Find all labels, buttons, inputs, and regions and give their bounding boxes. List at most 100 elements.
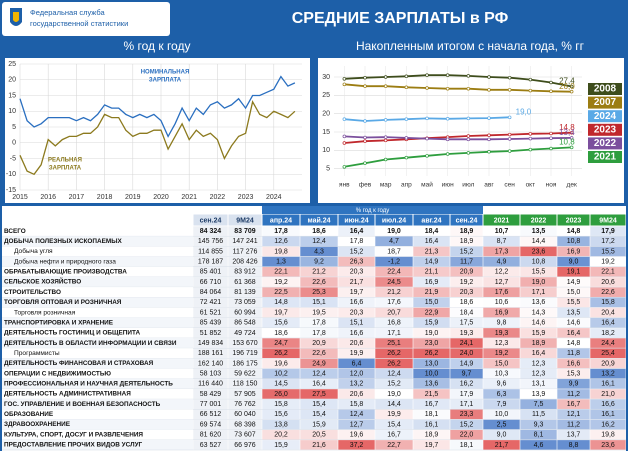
cell xyxy=(228,267,262,277)
cell-value: 162 140 xyxy=(198,360,223,367)
cell-value: 15,1 xyxy=(350,320,364,327)
row-band xyxy=(2,246,193,257)
cell xyxy=(590,307,626,318)
cell xyxy=(338,338,375,348)
cell xyxy=(413,338,450,348)
cell xyxy=(413,307,450,318)
cell xyxy=(338,317,375,328)
x-tick-label: 2024 xyxy=(266,194,282,201)
cell xyxy=(520,338,557,348)
cell xyxy=(483,277,520,287)
row-label: Добыча нефти и природного газа xyxy=(14,257,116,265)
point-marker xyxy=(383,138,388,143)
cell-value: 17,1 xyxy=(387,330,401,337)
cell xyxy=(193,379,228,389)
cell-value: 21,2 xyxy=(312,269,326,276)
cell-value: 14,9 xyxy=(460,360,474,367)
cell-value: 208 426 xyxy=(232,258,257,265)
cell-value: 18,6 xyxy=(274,330,288,337)
legend-label: 2022 xyxy=(594,138,617,149)
row-band xyxy=(2,348,193,359)
cell xyxy=(375,419,413,430)
point-marker xyxy=(342,82,347,87)
cell xyxy=(590,409,626,420)
cell-value: 16,7 xyxy=(567,401,581,408)
column-header-label: 9М24 xyxy=(599,217,617,224)
cell xyxy=(375,429,413,440)
cell-value: 49 724 xyxy=(234,330,256,337)
point-marker xyxy=(404,155,409,160)
cell xyxy=(450,277,483,287)
point-marker xyxy=(445,152,450,156)
cell-value: 18,9 xyxy=(532,340,546,347)
x-tick-label: июн xyxy=(442,182,455,189)
cell-value: 14,4 xyxy=(387,401,401,408)
cell-value: 15,9 xyxy=(312,421,326,428)
point-marker xyxy=(363,119,367,123)
cell-value: 22,5 xyxy=(274,289,288,296)
point-marker xyxy=(549,146,553,151)
chart-title: Накопленным итогом с начала года, % гг xyxy=(356,39,585,53)
x-tick-label: 2016 xyxy=(40,194,56,201)
cell-value: 19,8 xyxy=(274,248,288,255)
point-marker xyxy=(528,88,533,93)
column-header-label: июн.24 xyxy=(344,217,368,224)
point-marker xyxy=(404,74,409,79)
row-band xyxy=(2,256,193,267)
row-label: ГОС. УПРАВЛЕНИЕ И ВОЕННАЯ БЕЗОПАСНОСТЬ xyxy=(4,401,161,408)
cell-value: 6,4 xyxy=(352,360,362,367)
cell xyxy=(375,307,413,318)
column-header-label: 2022 xyxy=(531,217,547,224)
cell-value: 15,5 xyxy=(532,269,546,276)
cell-value: 14,8 xyxy=(567,228,581,235)
cell xyxy=(375,277,413,287)
cell-value: 19,9 xyxy=(387,411,401,418)
point-marker xyxy=(425,86,429,90)
cell xyxy=(338,246,375,257)
cell xyxy=(262,297,300,308)
cell xyxy=(228,256,262,267)
cell-value: 19,8 xyxy=(601,432,615,439)
cell xyxy=(483,256,520,267)
cell xyxy=(300,307,338,318)
cell xyxy=(483,409,520,420)
cell xyxy=(590,419,626,430)
cell xyxy=(483,267,520,277)
point-marker xyxy=(342,117,347,121)
point-marker xyxy=(342,77,347,81)
cell-value: 22,6 xyxy=(312,279,326,286)
cell-value: 19,2 xyxy=(601,258,615,265)
cell-value: 17,1 xyxy=(532,289,546,296)
cell-value: 63 527 xyxy=(200,442,222,449)
point-marker xyxy=(445,117,450,121)
cell-value: 17,5 xyxy=(460,320,474,327)
point-marker xyxy=(466,151,471,155)
cell xyxy=(483,307,520,318)
cell-value: 26,2 xyxy=(387,360,401,367)
cell-value: 83 709 xyxy=(234,228,256,235)
cell xyxy=(193,358,228,369)
point-marker xyxy=(549,89,553,94)
legend-label: 2023 xyxy=(594,124,617,135)
cell-value: 25,4 xyxy=(601,350,615,357)
y-tick-label: 10 xyxy=(8,108,16,115)
cell xyxy=(300,379,338,389)
cell xyxy=(557,317,590,328)
cell xyxy=(450,379,483,389)
cell xyxy=(228,317,262,328)
cell-value: 24,4 xyxy=(601,340,615,347)
point-marker xyxy=(383,157,388,162)
cell-value: 77 001 xyxy=(200,401,222,408)
point-marker xyxy=(363,84,367,88)
cell xyxy=(228,307,262,318)
cell-value: 23,3 xyxy=(460,411,474,418)
cell-value: 14,8 xyxy=(274,299,288,306)
cell-value: 19,7 xyxy=(274,309,288,316)
cell xyxy=(300,328,338,338)
point-marker xyxy=(569,89,574,94)
cell xyxy=(557,358,590,369)
cell-value: 15,0 xyxy=(495,360,509,367)
cell xyxy=(300,226,338,236)
x-tick-label: 2021 xyxy=(181,194,197,201)
